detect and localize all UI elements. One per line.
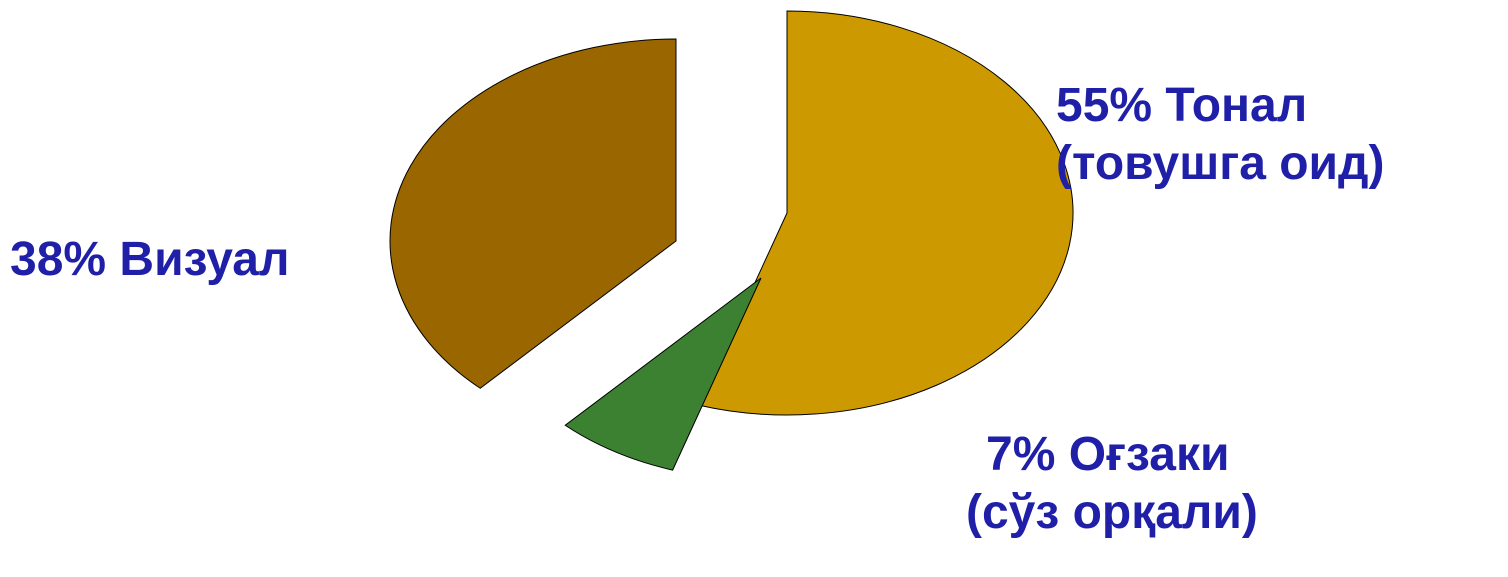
pie-slices [389, 10, 1074, 471]
label-tonal: 55% Тонал (товушга оид) [1056, 77, 1385, 193]
label-verbal: 7% Оғзаки (сўз орқали) [966, 426, 1258, 542]
label-verbal-line1: 7% Оғзаки [986, 428, 1230, 481]
label-visual-line1: 38% Визуал [10, 233, 290, 286]
slice-tonal [697, 10, 1074, 416]
slice-verbal [564, 277, 762, 471]
label-tonal-line1: 55% Тонал [1056, 79, 1308, 132]
label-tonal-line2: (товушга оид) [1056, 137, 1385, 190]
slice-visual [389, 38, 677, 389]
label-visual: 38% Визуал [10, 231, 290, 289]
label-verbal-line2: (сўз орқали) [966, 486, 1258, 539]
